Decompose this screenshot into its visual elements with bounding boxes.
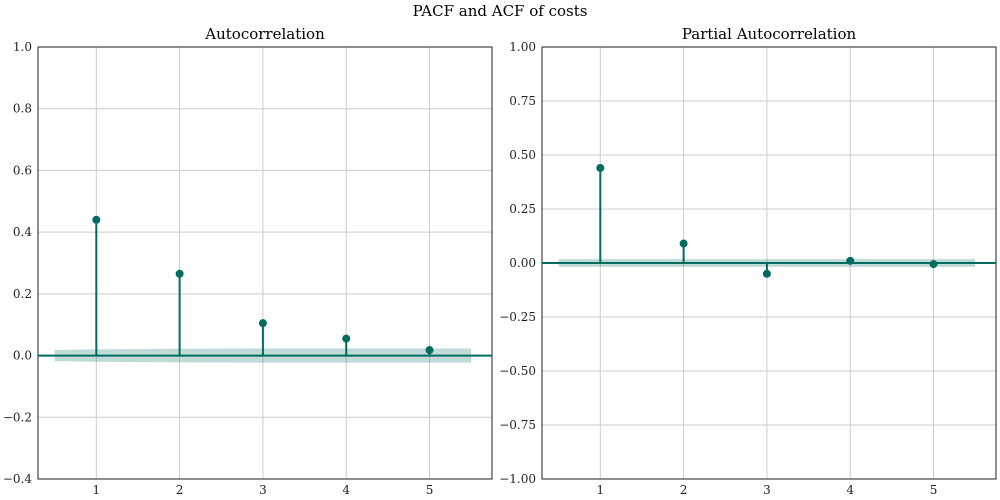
acf-ytick-label: 0.0 bbox=[13, 349, 32, 363]
acf-ytick-label: −0.4 bbox=[3, 472, 33, 486]
acf-point-lag-4 bbox=[342, 334, 351, 343]
acf-xtick-label: 2 bbox=[176, 483, 184, 497]
pacf-ytick-label: −0.50 bbox=[499, 364, 536, 378]
pacf-xtick-label: 4 bbox=[846, 483, 854, 497]
pacf-ytick-label: 1.00 bbox=[509, 40, 536, 54]
pacf-ytick-label: 0.50 bbox=[509, 148, 536, 162]
acf-xtick-label: 1 bbox=[92, 483, 100, 497]
acf-point-lag-5 bbox=[425, 346, 434, 355]
acf-point-lag-2 bbox=[175, 269, 184, 278]
pacf-panel: 1 2 3 4 5 −1.00 −0.75 −0.50 −0.25 0.00 0.25 0.50 0.7… bbox=[499, 25, 997, 497]
acf-ytick-label: 1.0 bbox=[13, 40, 32, 54]
pacf-point-lag-5 bbox=[929, 260, 938, 269]
acf-title: Autocorrelation bbox=[204, 25, 325, 43]
acf-xtick-label: 5 bbox=[426, 483, 434, 497]
figure-suptitle: PACF and ACF of costs bbox=[413, 2, 588, 20]
acf-ytick-label: 0.8 bbox=[13, 102, 32, 116]
acf-axes-frame bbox=[37, 46, 493, 480]
pacf-title: Partial Autocorrelation bbox=[682, 25, 857, 43]
pacf-xtick-label: 3 bbox=[763, 483, 771, 497]
acf-xtick-label: 3 bbox=[259, 483, 267, 497]
pacf-ytick-label: 0.25 bbox=[509, 202, 536, 216]
acf-ytick-label: −0.2 bbox=[3, 410, 32, 424]
pacf-xtick-label: 2 bbox=[680, 483, 688, 497]
pacf-ytick-label: −1.00 bbox=[499, 472, 536, 486]
pacf-ytick-label: 0.75 bbox=[509, 94, 536, 108]
acf-ytick-label: 0.4 bbox=[13, 225, 32, 239]
pacf-xtick-label: 1 bbox=[596, 483, 604, 497]
pacf-point-lag-1 bbox=[596, 163, 605, 172]
acf-ytick-label: 0.6 bbox=[13, 163, 32, 177]
pacf-xtick-label: 5 bbox=[930, 483, 938, 497]
acf-ytick-label: 0.2 bbox=[13, 287, 32, 301]
pacf-point-lag-3 bbox=[762, 269, 771, 278]
pacf-ytick-label: 0.00 bbox=[509, 256, 536, 270]
acf-xtick-label: 4 bbox=[342, 483, 350, 497]
acf-point-lag-3 bbox=[258, 319, 267, 328]
pacf-ytick-label: −0.75 bbox=[499, 418, 536, 432]
acf-point-lag-1 bbox=[92, 215, 101, 224]
pacf-ytick-label: −0.25 bbox=[499, 310, 536, 324]
pacf-point-lag-2 bbox=[679, 239, 688, 248]
acf-panel: 1 2 3 4 5 −0.4 −0.2 0.0 0.2 0.4 0.6 0.8 1.0 Autocorre… bbox=[3, 25, 493, 497]
pacf-point-lag-4 bbox=[846, 256, 855, 265]
